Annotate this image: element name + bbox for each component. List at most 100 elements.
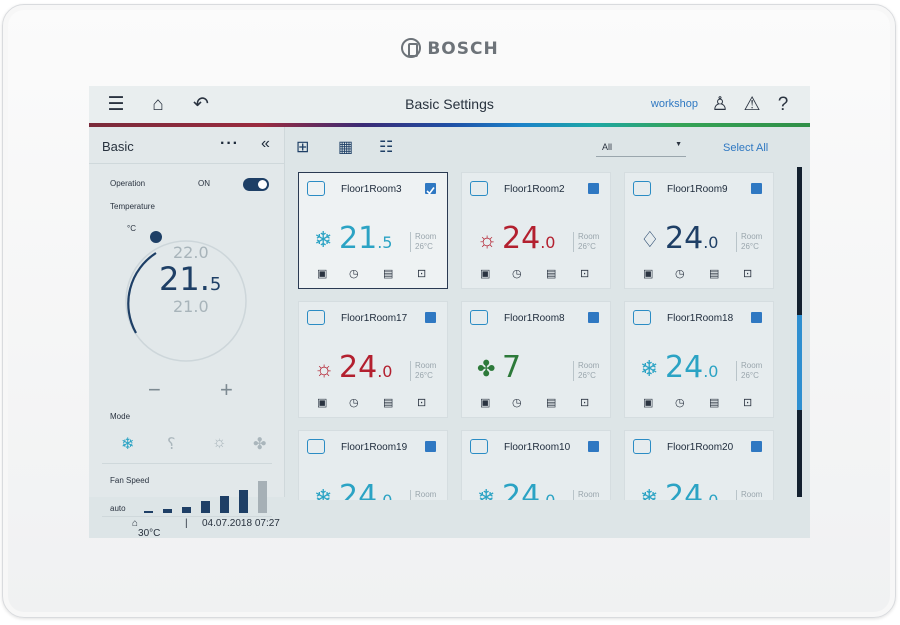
room-temp-value: 26°C [415, 242, 433, 251]
operation-toggle[interactable] [243, 178, 269, 191]
room-temp: Room 26°C [410, 232, 436, 252]
fan-bar[interactable] [220, 496, 229, 513]
fan-bar[interactable] [201, 501, 210, 513]
room-temp: Room 26°C [410, 361, 436, 381]
fan-icon[interactable]: ✤ [253, 436, 267, 453]
heat-icon[interactable]: ☼ [212, 434, 227, 451]
timer-icon[interactable]: ◷ [675, 268, 685, 280]
remote-icon[interactable]: ▤ [383, 268, 394, 280]
room-card[interactable]: Floor1Room3 ❄ 21.5 Room 26°C ▣ ◷ ▤ ⊡ [298, 172, 448, 289]
outdoor-temp: ⌂ 30°C [132, 518, 161, 538]
fan-speed-bars[interactable] [144, 479, 274, 513]
timer-icon[interactable]: ◷ [512, 268, 522, 280]
room-checkbox[interactable] [751, 441, 762, 452]
remote-icon[interactable]: ▤ [383, 397, 394, 409]
room-checkbox[interactable] [425, 183, 436, 195]
select-all-button[interactable]: Select All [723, 142, 769, 154]
fan-bar[interactable] [239, 490, 248, 513]
timer-icon[interactable]: ◷ [512, 397, 522, 409]
ceiling-unit-icon [307, 439, 325, 454]
user-name[interactable]: workshop [650, 98, 698, 110]
remote-icon[interactable]: ▤ [546, 268, 557, 280]
room-temp-value: 26°C [741, 371, 759, 380]
schedule-icon[interactable]: ▣ [643, 397, 654, 409]
room-card[interactable]: Floor1Room18 ❄ 24.0 Room 26°C ▣ ◷ ▤ ⊡ [624, 301, 774, 418]
cool-mode-icon: ❄ [314, 485, 333, 500]
room-checkbox[interactable] [588, 312, 599, 323]
room-temp-value: 26°C [741, 242, 759, 251]
user-icon[interactable]: ♙ [711, 94, 729, 115]
room-checkbox[interactable] [751, 312, 762, 323]
warning-icon[interactable]: ⚠ [743, 94, 761, 115]
touch-screen: ☰ ⌂ ↶ Basic Settings workshop ♙ ⚠ ? Basi… [89, 86, 810, 538]
room-checkbox[interactable] [425, 441, 436, 452]
filter-dropdown[interactable]: All ▼ [596, 139, 686, 157]
back-icon[interactable]: ↶ [193, 94, 209, 115]
scrollbar[interactable] [797, 167, 802, 497]
collapse-button[interactable]: « [261, 135, 270, 152]
floorplan-icon[interactable]: ⊞ [296, 139, 310, 156]
timer-icon[interactable]: ◷ [675, 397, 685, 409]
lock-icon[interactable]: ⊡ [417, 268, 427, 280]
room-name: Floor1Room8 [504, 313, 565, 324]
filter-value: All [602, 142, 613, 152]
dial-knob[interactable] [150, 231, 162, 243]
lock-icon[interactable]: ⊡ [580, 268, 590, 280]
room-card[interactable]: Floor1Room9 ♢ 24.0 Room 26°C ▣ ◷ ▤ ⊡ [624, 172, 774, 289]
setpoint-decimal: .0 [703, 362, 719, 381]
room-grid: Floor1Room3 ❄ 21.5 Room 26°C ▣ ◷ ▤ ⊡ Floor1Room2 ☼… [298, 172, 778, 500]
fan-bar[interactable] [182, 507, 191, 513]
schedule-icon[interactable]: ▣ [480, 268, 491, 280]
setpoint-value: 24 [665, 350, 704, 385]
dry-icon[interactable]: ⸮ [167, 436, 176, 453]
lock-icon[interactable]: ⊡ [580, 397, 590, 409]
help-icon[interactable]: ? [777, 94, 789, 115]
room-card[interactable]: Floor1Room2 ☼ 24.0 Room 26°C ▣ ◷ ▤ ⊡ [461, 172, 611, 289]
lock-icon[interactable]: ⊡ [743, 397, 753, 409]
minus-button[interactable]: − [148, 377, 161, 402]
fan-bar[interactable] [258, 481, 267, 513]
lock-icon[interactable]: ⊡ [743, 268, 753, 280]
room-card[interactable]: Floor1Room8 ✤ 7 Room 26°C ▣ ◷ ▤ ⊡ [461, 301, 611, 418]
cool-icon[interactable]: ❄ [121, 436, 135, 453]
room-name: Floor1Room20 [667, 442, 734, 453]
more-button[interactable]: ··· [220, 135, 239, 152]
timer-icon[interactable]: ◷ [349, 268, 359, 280]
room-checkbox[interactable] [425, 312, 436, 323]
timer-icon[interactable]: ◷ [349, 397, 359, 409]
room-checkbox[interactable] [588, 441, 599, 452]
setpoint-value: 24 [665, 221, 704, 256]
remote-icon[interactable]: ▤ [709, 268, 720, 280]
schedule-icon[interactable]: ▣ [317, 397, 328, 409]
temp-main: 21. [159, 260, 210, 298]
fan-bar[interactable] [163, 509, 172, 513]
brand-name: BOSCH [427, 39, 499, 59]
setpoint-decimal: .0 [540, 491, 555, 500]
scroll-thumb[interactable] [797, 315, 802, 410]
schedule-icon[interactable]: ▣ [643, 268, 654, 280]
home-icon[interactable]: ⌂ [152, 94, 164, 115]
remote-icon[interactable]: ▤ [709, 397, 720, 409]
schedule-icon[interactable]: ▣ [317, 268, 328, 280]
room-checkbox[interactable] [751, 183, 762, 194]
room-checkbox[interactable] [588, 183, 599, 194]
room-temp-value: 26°C [578, 242, 596, 251]
list-icon[interactable]: ☷ [379, 139, 394, 156]
setpoint-decimal: .0 [540, 233, 556, 252]
room-label: Room [415, 232, 437, 241]
remote-icon[interactable]: ▤ [546, 397, 557, 409]
lock-icon[interactable]: ⊡ [417, 397, 427, 409]
schedule-icon[interactable]: ▣ [480, 397, 491, 409]
room-temp: Room 26°C [736, 361, 762, 381]
temperature-dial[interactable] [101, 223, 281, 363]
grid-icon[interactable]: ▦ [338, 139, 354, 156]
fan-bar[interactable] [144, 511, 153, 513]
plus-button[interactable]: + [220, 377, 233, 402]
room-card[interactable]: Floor1Room17 ☼ 24.0 Room 26°C ▣ ◷ ▤ ⊡ [298, 301, 448, 418]
menu-icon[interactable]: ☰ [107, 94, 125, 115]
operation-label: Operation [110, 179, 146, 188]
room-label: Room [578, 490, 600, 499]
